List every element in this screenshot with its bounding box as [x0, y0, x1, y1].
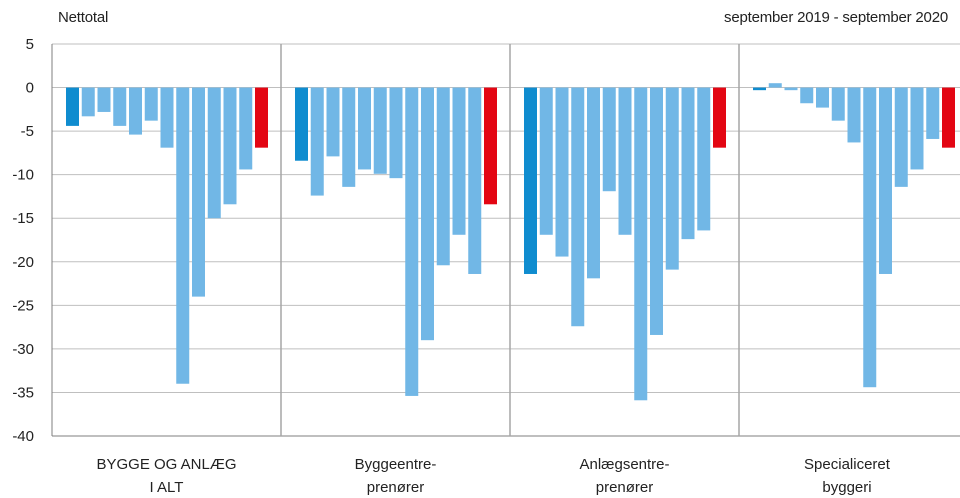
- category-label: prenører: [596, 479, 654, 496]
- y-tick-label: -35: [12, 384, 34, 401]
- bar: [603, 88, 616, 192]
- y-tick-label: -30: [12, 341, 34, 358]
- bar: [176, 88, 189, 384]
- bar: [879, 88, 892, 274]
- bar: [484, 88, 497, 205]
- bar: [437, 88, 450, 266]
- bar: [224, 88, 237, 205]
- bar: [311, 88, 324, 196]
- y-tick-label: -15: [12, 210, 34, 227]
- bar: [753, 88, 766, 91]
- bar: [358, 88, 371, 170]
- bar: [524, 88, 537, 274]
- bar: [405, 88, 418, 396]
- bar: [129, 88, 142, 135]
- bar: [390, 88, 403, 179]
- y-tick-label: -5: [21, 123, 34, 140]
- category-label: Byggeentre-: [355, 456, 437, 473]
- category-label: Anlægsentre-: [579, 456, 669, 473]
- bar: [453, 88, 466, 235]
- bar: [540, 88, 553, 235]
- bar: [816, 88, 829, 108]
- y-tick-label: 5: [26, 36, 34, 53]
- bar: [697, 88, 710, 231]
- bar: [800, 88, 813, 104]
- y-tick-label: -40: [12, 428, 34, 445]
- category-label: I ALT: [150, 479, 184, 496]
- bar: [650, 88, 663, 335]
- bar: [942, 88, 955, 148]
- bar: [911, 88, 924, 170]
- bar: [421, 88, 434, 341]
- bar: [161, 88, 174, 148]
- category-label: Specialiceret: [804, 456, 891, 473]
- category-label: BYGGE OG ANLÆG: [96, 456, 236, 473]
- bar: [713, 88, 726, 148]
- y-tick-label: -25: [12, 297, 34, 314]
- bar: [848, 88, 861, 143]
- bar: [66, 88, 79, 126]
- y-tick-label: -20: [12, 254, 34, 271]
- bar: [926, 88, 939, 139]
- bar: [863, 88, 876, 388]
- y-tick-label: 0: [26, 80, 34, 97]
- bar: [192, 88, 205, 297]
- bar: [342, 88, 355, 187]
- bar: [587, 88, 600, 279]
- bar: [468, 88, 481, 274]
- bar: [769, 83, 782, 87]
- bar: [145, 88, 158, 121]
- bar: [666, 88, 679, 270]
- bar: [295, 88, 308, 161]
- bar: [113, 88, 126, 126]
- bar: [682, 88, 695, 240]
- bar: [82, 88, 95, 117]
- bar: [208, 88, 221, 219]
- bar: [571, 88, 584, 327]
- bar: [255, 88, 268, 148]
- bar: [634, 88, 647, 401]
- category-label: prenører: [367, 479, 425, 496]
- bar: [895, 88, 908, 187]
- bar: [785, 88, 798, 91]
- bar: [239, 88, 252, 170]
- bar: [98, 88, 111, 112]
- bar: [619, 88, 632, 235]
- bar: [832, 88, 845, 121]
- bar: [556, 88, 569, 257]
- bar: [374, 88, 387, 174]
- category-label: byggeri: [822, 479, 871, 496]
- y-tick-label: -10: [12, 167, 34, 184]
- bar: [327, 88, 340, 157]
